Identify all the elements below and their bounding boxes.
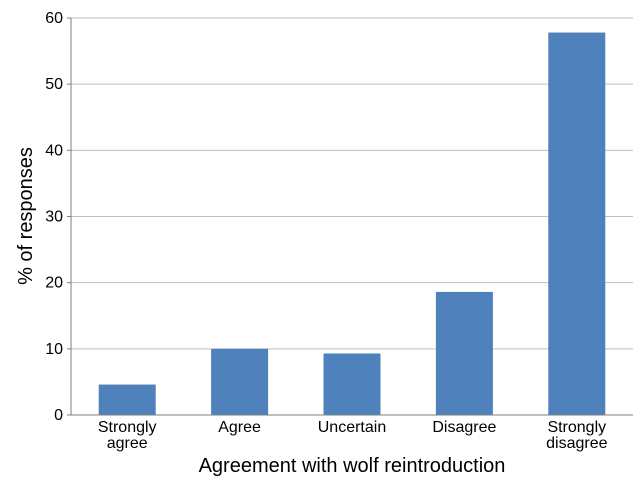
- bars: [98, 32, 606, 415]
- bar-4: [435, 291, 493, 415]
- y-tick-label-10: 10: [45, 341, 63, 358]
- x-tick-label-1-line-2: agree: [107, 435, 148, 452]
- x-tick-label-3: Uncertain: [318, 419, 386, 436]
- bar-2: [211, 348, 269, 415]
- y-tick-label-50: 50: [45, 76, 63, 93]
- y-tick-label-0: 0: [54, 407, 63, 424]
- y-axis-title: % of responses: [15, 147, 37, 285]
- x-tick-label-3-line-1: Uncertain: [318, 419, 386, 436]
- x-tick-label-1-line-1: Strongly: [98, 419, 157, 436]
- y-tick-label-20: 20: [45, 275, 63, 292]
- x-axis-title: Agreement with wolf reintroduction: [199, 455, 506, 477]
- bar-5: [548, 32, 606, 415]
- axes: [67, 17, 633, 416]
- y-tick-label-60: 60: [45, 10, 63, 27]
- y-tick-label-30: 30: [45, 209, 63, 226]
- bar-1: [98, 384, 156, 415]
- x-tick-label-1: Strongly agree: [98, 419, 157, 452]
- gridlines: [71, 17, 633, 350]
- x-tick-label-5-line-2: disagree: [546, 435, 607, 452]
- x-tick-label-4-line-1: Disagree: [432, 419, 496, 436]
- bar-3: [323, 353, 381, 415]
- x-tick-label-2-line-1: Agree: [218, 419, 261, 436]
- y-tick-label-40: 40: [45, 142, 63, 159]
- x-tick-label-5: Strongly disagree: [546, 419, 607, 452]
- x-tick-label-4: Disagree: [432, 419, 496, 436]
- x-tick-label-2: Agree: [218, 419, 261, 436]
- x-tick-label-5-line-1: Strongly: [547, 419, 606, 436]
